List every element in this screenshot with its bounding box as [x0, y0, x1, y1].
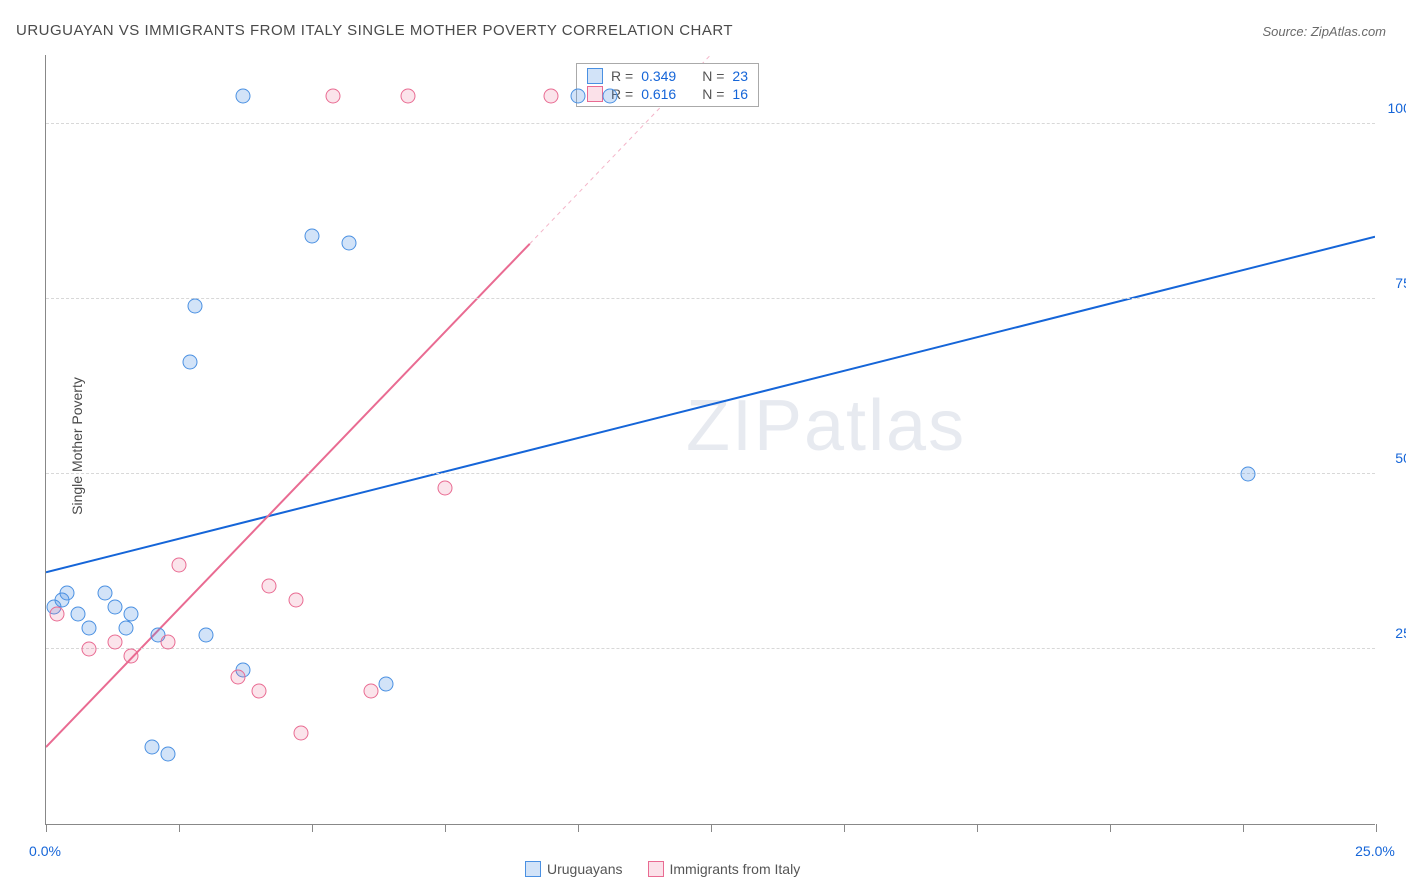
data-point [400, 89, 415, 104]
legend-swatch [525, 861, 541, 877]
watermark-atlas: atlas [804, 386, 966, 466]
legend-swatch [587, 86, 603, 102]
x-tick-label: 0.0% [29, 843, 61, 859]
x-tick [844, 824, 845, 832]
data-point [326, 89, 341, 104]
data-point [294, 726, 309, 741]
legend-item: Immigrants from Italy [648, 861, 801, 877]
data-point [379, 677, 394, 692]
trend-lines [46, 55, 1375, 824]
legend-label: Uruguayans [547, 861, 623, 877]
data-point [70, 607, 85, 622]
x-tick [977, 824, 978, 832]
stat-value-n: 16 [732, 86, 748, 102]
series-legend: Uruguayans Immigrants from Italy [525, 861, 800, 877]
data-point [305, 229, 320, 244]
data-point [145, 740, 160, 755]
data-point [602, 89, 617, 104]
data-point [363, 684, 378, 699]
data-point [342, 236, 357, 251]
x-tick [578, 824, 579, 832]
data-point [49, 607, 64, 622]
data-point [124, 607, 139, 622]
data-point [161, 635, 176, 650]
legend-swatch [587, 68, 603, 84]
chart-title: URUGUAYAN VS IMMIGRANTS FROM ITALY SINGL… [16, 22, 733, 39]
data-point [571, 89, 586, 104]
data-point [235, 89, 250, 104]
data-point [438, 481, 453, 496]
x-tick-label: 25.0% [1355, 843, 1395, 859]
x-tick [1243, 824, 1244, 832]
data-point [262, 579, 277, 594]
stats-legend-row: R = 0.349 N = 23 [587, 68, 748, 84]
data-point [118, 621, 133, 636]
data-point [60, 586, 75, 601]
gridline-h [46, 473, 1375, 474]
data-point [108, 600, 123, 615]
stat-label-n: N = [702, 86, 724, 102]
x-tick [46, 824, 47, 832]
y-tick-label: 100.0% [1388, 100, 1406, 116]
data-point [97, 586, 112, 601]
data-point [172, 558, 187, 573]
x-tick [179, 824, 180, 832]
stat-value-r: 0.349 [641, 68, 676, 84]
y-tick-label: 50.0% [1395, 450, 1406, 466]
data-point [81, 621, 96, 636]
x-tick [1376, 824, 1377, 832]
data-point [1241, 467, 1256, 482]
data-point [161, 747, 176, 762]
data-point [251, 684, 266, 699]
x-tick [1110, 824, 1111, 832]
data-point [544, 89, 559, 104]
data-point [81, 642, 96, 657]
stat-value-n: 23 [732, 68, 748, 84]
y-tick-label: 25.0% [1395, 625, 1406, 641]
x-tick [711, 824, 712, 832]
stat-value-r: 0.616 [641, 86, 676, 102]
data-point [198, 628, 213, 643]
gridline-h [46, 298, 1375, 299]
data-point [108, 635, 123, 650]
stat-label-n: N = [702, 68, 724, 84]
watermark: ZIPatlas [686, 385, 966, 467]
plot-area: ZIPatlas R = 0.349 N = 23 R = 0.616 N = … [45, 55, 1375, 825]
data-point [124, 649, 139, 664]
data-point [182, 355, 197, 370]
legend-swatch [648, 861, 664, 877]
watermark-zip: ZIP [686, 386, 804, 466]
gridline-h [46, 123, 1375, 124]
stat-label-r: R = [611, 68, 633, 84]
data-point [187, 299, 202, 314]
chart-source: Source: ZipAtlas.com [1262, 24, 1386, 39]
data-point [230, 670, 245, 685]
x-tick [445, 824, 446, 832]
legend-label: Immigrants from Italy [670, 861, 801, 877]
y-tick-label: 75.0% [1395, 275, 1406, 291]
gridline-h [46, 648, 1375, 649]
x-tick [312, 824, 313, 832]
legend-item: Uruguayans [525, 861, 623, 877]
data-point [289, 593, 304, 608]
